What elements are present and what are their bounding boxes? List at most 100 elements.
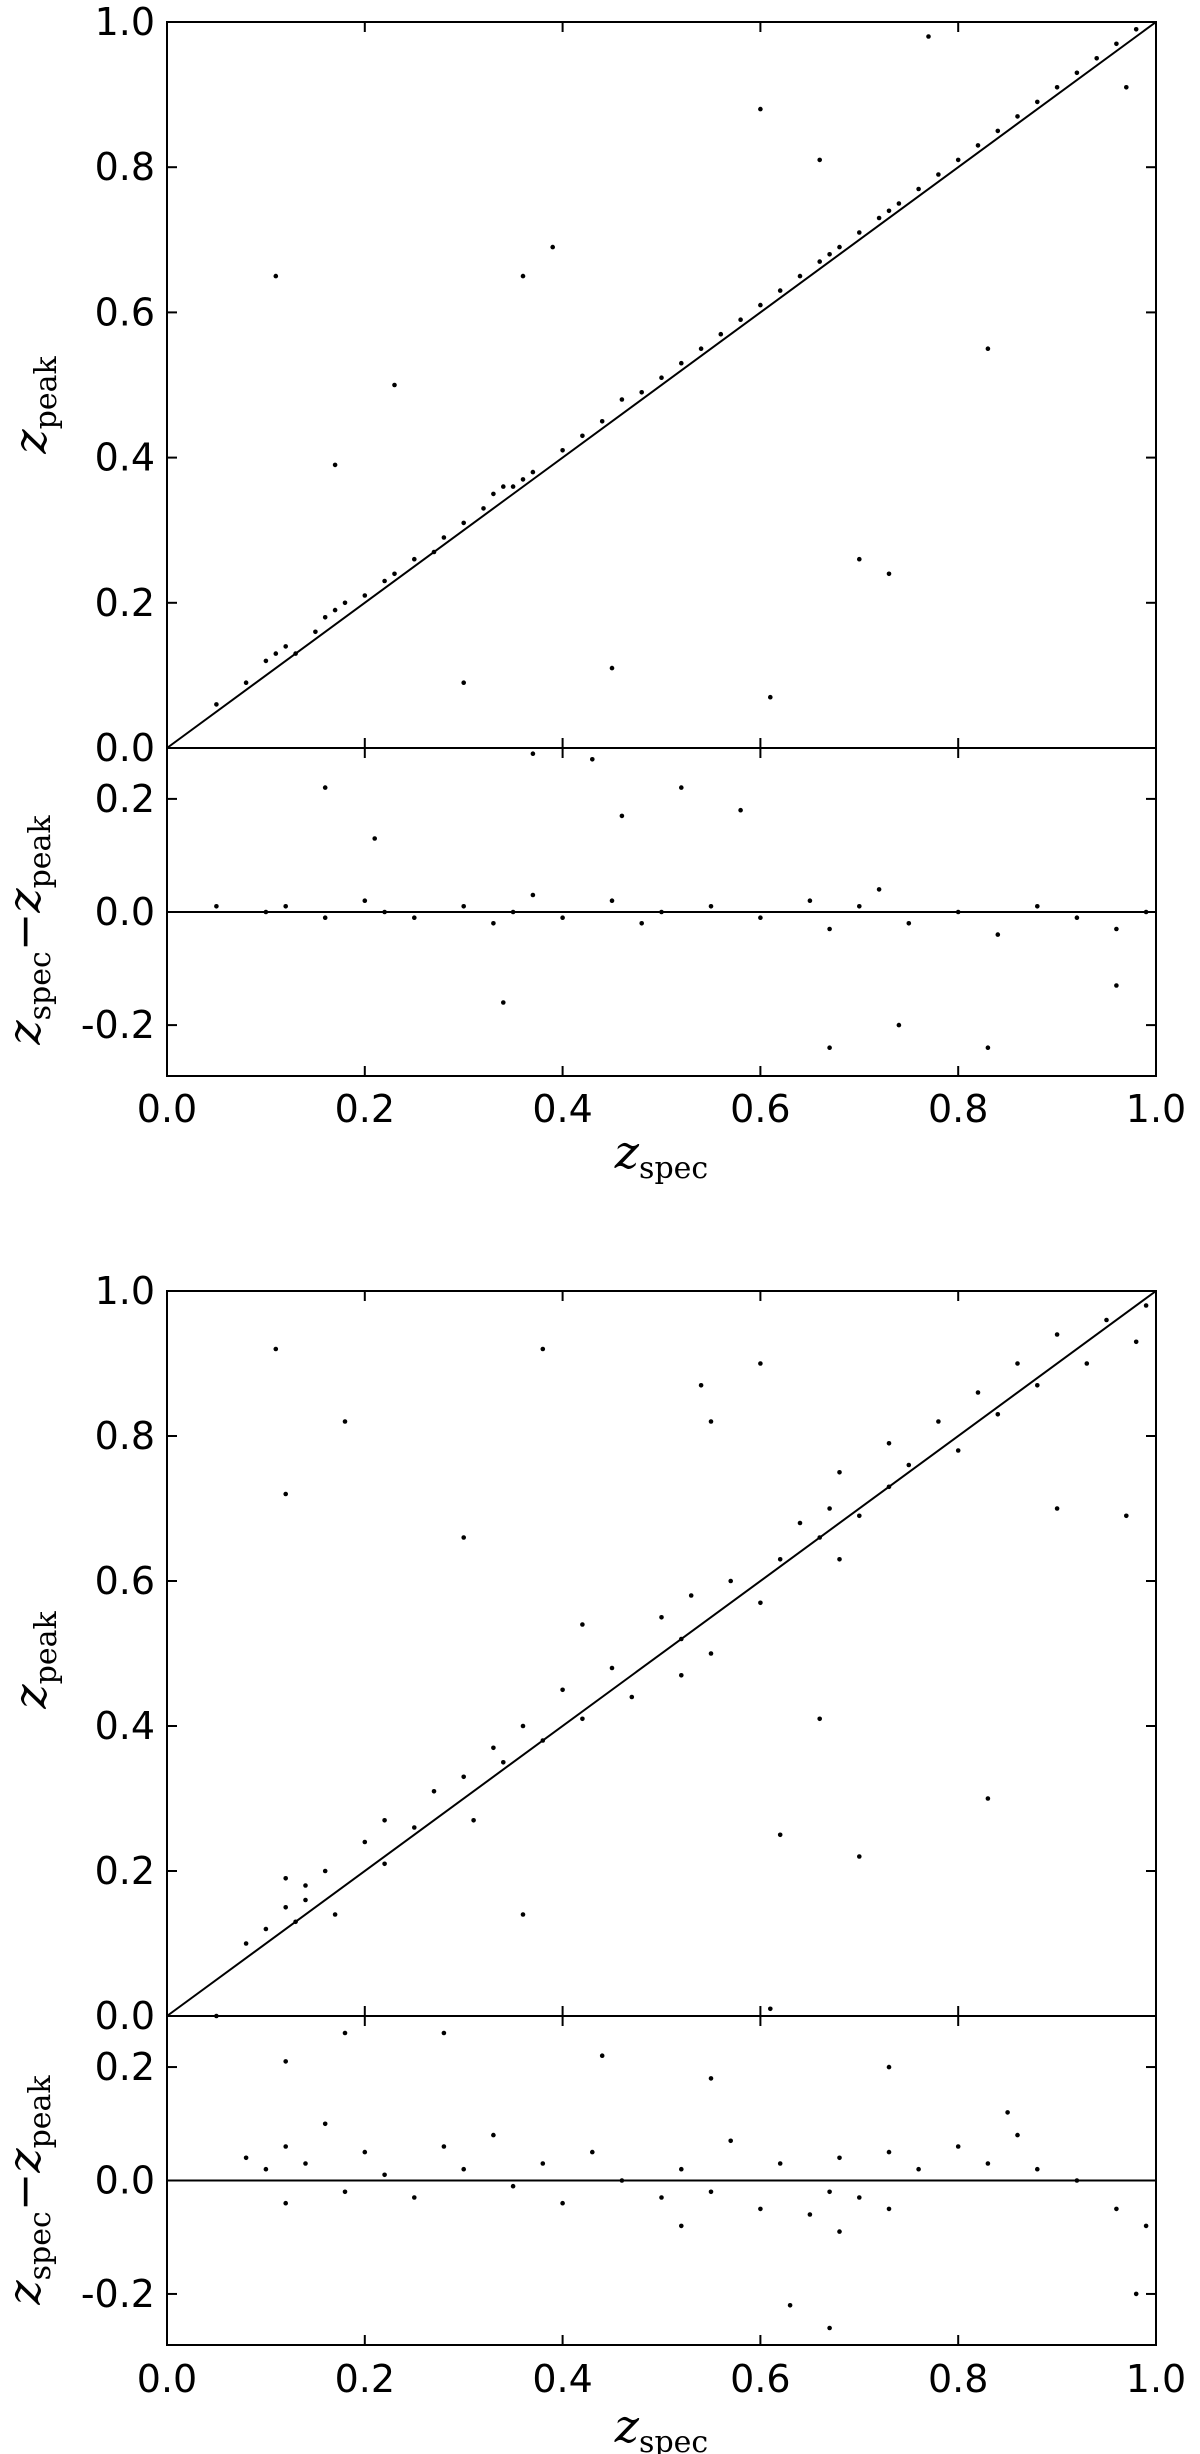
data-point xyxy=(1133,1339,1139,1345)
xlabel: zspec xyxy=(614,1125,708,1186)
data-point xyxy=(679,1636,684,1642)
data-point xyxy=(303,1897,308,1903)
data-point xyxy=(412,1825,417,1830)
data-point xyxy=(283,1876,289,1881)
residual-point xyxy=(708,904,714,909)
residual-point xyxy=(1074,915,1080,920)
data-point xyxy=(758,106,763,112)
data-point xyxy=(698,346,704,352)
data-point xyxy=(857,230,862,235)
data-point xyxy=(738,317,743,323)
residual-point xyxy=(441,2030,447,2036)
residual-point xyxy=(955,909,961,915)
residual-point xyxy=(599,2053,605,2058)
data-point xyxy=(827,1506,832,1511)
residual-point xyxy=(837,2229,842,2234)
residual-point xyxy=(995,932,1001,937)
residual-point xyxy=(619,2178,625,2183)
data-point xyxy=(461,1774,467,1780)
residual-point xyxy=(1114,983,1119,988)
data-point xyxy=(461,1535,467,1540)
residual-point xyxy=(679,2166,684,2172)
xtick-label: 0.0 xyxy=(137,2357,197,2401)
data-point xyxy=(837,244,842,250)
residual-point xyxy=(322,2121,328,2127)
data-point xyxy=(322,1868,328,1874)
data-point xyxy=(293,1919,298,1925)
data-point xyxy=(906,1462,912,1468)
data-point xyxy=(1133,27,1139,32)
data-point xyxy=(1114,41,1119,47)
data-point xyxy=(461,680,467,685)
residual-point xyxy=(916,2166,921,2172)
main-ylabel: zpeak xyxy=(3,1611,64,1710)
residual-point xyxy=(738,807,743,813)
xtick-label: 0.8 xyxy=(928,1087,988,1131)
data-point xyxy=(777,288,783,293)
residual-point xyxy=(609,898,615,903)
residual-point xyxy=(441,2144,447,2149)
data-point xyxy=(1094,56,1099,61)
data-point xyxy=(481,506,486,511)
residual-point xyxy=(362,898,368,903)
data-point xyxy=(698,1383,704,1388)
data-point xyxy=(599,419,605,424)
data-point xyxy=(916,186,921,192)
data-point xyxy=(471,1818,476,1823)
data-point xyxy=(768,694,773,700)
data-point xyxy=(520,477,526,482)
residual-point xyxy=(491,921,496,926)
residual-point xyxy=(590,2149,595,2155)
data-point xyxy=(659,1615,664,1620)
residual-ylabel: zspec−zpeak xyxy=(0,2075,58,2306)
xtick-label: 0.0 xyxy=(137,1087,197,1131)
main-ylabel: zpeak xyxy=(3,356,64,455)
data-point xyxy=(530,469,536,475)
residual-point xyxy=(886,2064,892,2070)
main-ytick-label: 0.2 xyxy=(95,581,155,625)
residual-point xyxy=(412,915,417,920)
residual-point xyxy=(886,2206,892,2212)
main-ytick-label: 1.0 xyxy=(95,0,155,44)
data-point xyxy=(1124,85,1129,90)
data-point xyxy=(679,360,684,366)
main-ytick-label: 1.0 xyxy=(95,1269,155,1313)
residual-point xyxy=(461,904,467,909)
residual-ytick-label: 0.0 xyxy=(95,890,155,934)
residual-point xyxy=(807,898,813,903)
residual-point xyxy=(540,2161,546,2166)
data-point xyxy=(876,215,882,221)
data-point xyxy=(501,484,506,489)
data-point xyxy=(342,600,348,606)
data-point xyxy=(1015,1361,1020,1366)
data-point xyxy=(886,1484,892,1490)
data-point xyxy=(995,1412,1001,1417)
residual-point xyxy=(1114,2206,1119,2212)
residual-point xyxy=(263,2166,269,2172)
data-point xyxy=(758,302,763,308)
data-point xyxy=(609,665,615,671)
residual-point xyxy=(322,915,328,920)
residual-point xyxy=(708,2076,714,2081)
data-point xyxy=(1035,1383,1040,1388)
residual-point xyxy=(382,909,387,915)
data-point xyxy=(273,651,279,656)
residual-point xyxy=(1133,2291,1139,2297)
data-point xyxy=(243,1941,249,1946)
residual-point xyxy=(501,1000,506,1005)
xtick-label: 1.0 xyxy=(1126,2357,1186,2401)
data-point xyxy=(332,462,338,468)
residual-point xyxy=(837,2155,842,2161)
residual-point xyxy=(827,1045,832,1050)
residual-point xyxy=(283,2144,289,2149)
data-point xyxy=(441,535,447,540)
identity-line xyxy=(166,21,1157,749)
xtick-label: 1.0 xyxy=(1126,1087,1186,1131)
data-point xyxy=(332,1912,338,1917)
residual-point xyxy=(758,915,763,920)
data-point xyxy=(580,1622,585,1627)
data-point xyxy=(263,658,269,664)
residual-point xyxy=(1035,2166,1040,2172)
residual-point xyxy=(342,2030,348,2036)
data-point xyxy=(540,1738,546,1743)
